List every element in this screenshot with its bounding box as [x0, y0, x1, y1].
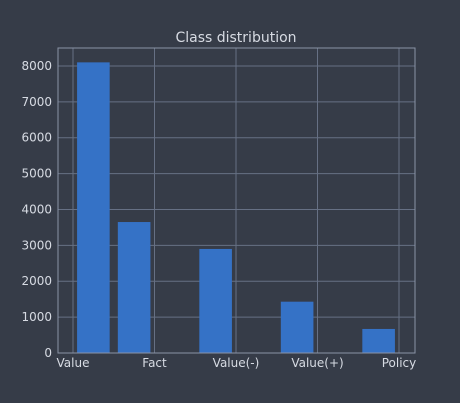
bar-value — [199, 248, 232, 353]
bar-value — [77, 62, 110, 354]
bar-policy — [362, 328, 395, 353]
y-tick-label: 8000 — [21, 59, 52, 73]
y-axis: 0 1000 2000 3000 4000 5000 6000 7000 8000 — [21, 59, 52, 360]
x-tick-label: Policy — [382, 356, 417, 370]
bar-value — [280, 301, 314, 353]
x-tick-label: Value(+) — [291, 356, 343, 370]
y-tick-label: 2000 — [21, 274, 52, 288]
bars — [77, 62, 395, 354]
chart-title: Class distribution — [175, 30, 296, 46]
grid — [58, 48, 415, 354]
y-tick-label: 4000 — [21, 202, 52, 216]
x-tick-label: Fact — [142, 356, 167, 370]
y-tick-label: 7000 — [21, 95, 52, 109]
plot-frame — [57, 47, 416, 354]
y-tick-label: 5000 — [21, 167, 52, 181]
y-tick-label: 0 — [44, 346, 52, 360]
x-tick-label: Value(-) — [213, 356, 260, 370]
y-tick-label: 1000 — [21, 310, 52, 324]
x-tick-label: Value — [57, 356, 90, 370]
y-tick-label: 6000 — [21, 131, 52, 145]
y-tick-label: 3000 — [21, 238, 52, 252]
x-axis: Value Fact Value(-) Value(+) Policy — [57, 356, 417, 370]
bar-fact — [117, 222, 151, 353]
